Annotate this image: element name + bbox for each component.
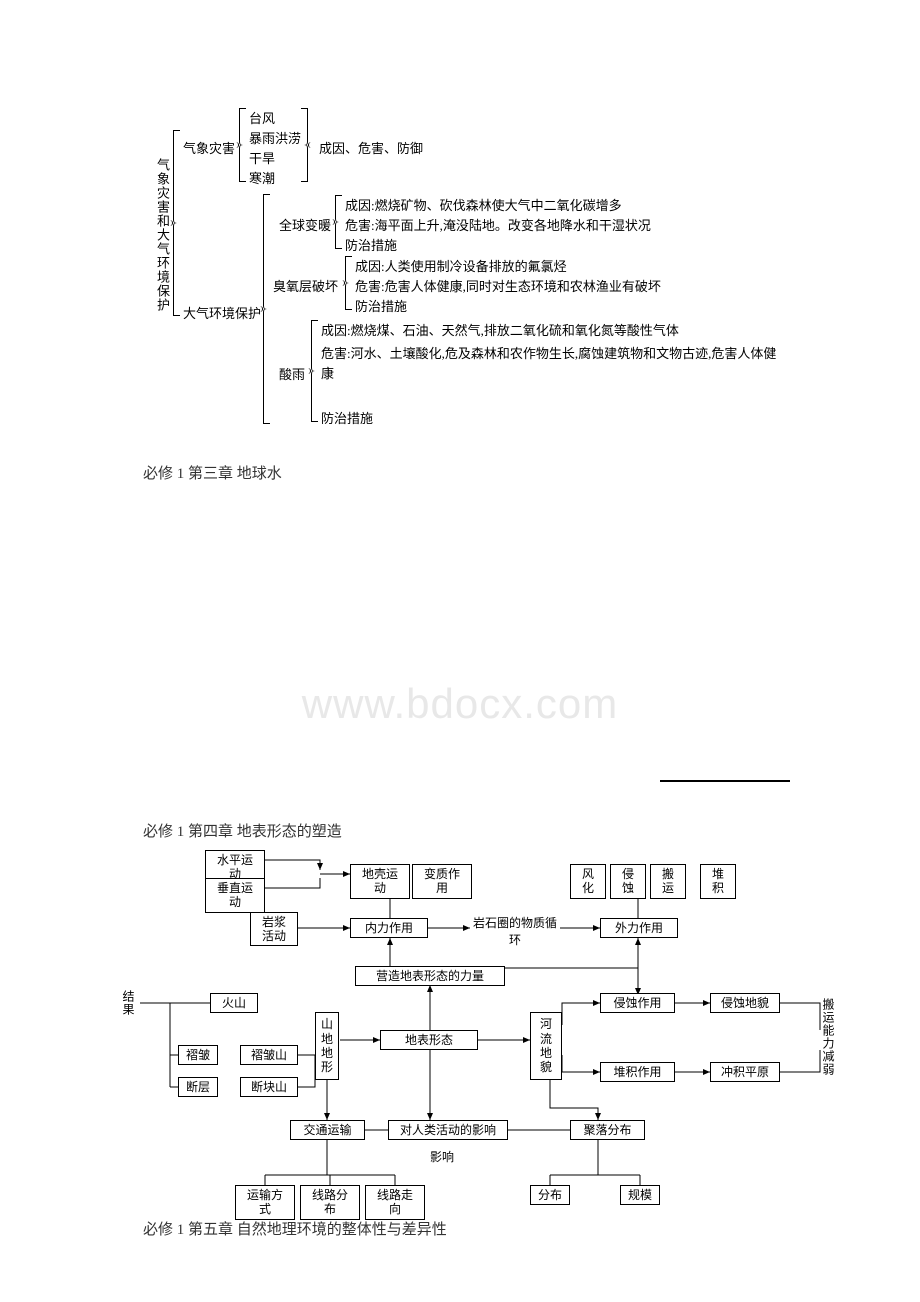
watermark-text: www.bdocx.com	[0, 680, 920, 728]
coldwave-label: 寒潮	[249, 168, 275, 187]
mountain-terrain-box: 山地地形	[315, 1012, 339, 1080]
metamorphism-box: 变质作用	[412, 864, 472, 899]
volcano-box: 火山	[210, 993, 258, 1013]
cause-harm-defense-label: 成因、危害、防御	[319, 138, 423, 157]
warming-harm: 危害:海平面上升,淹没陆地。改变各地降水和干湿状况	[345, 215, 651, 234]
internal-force-box: 内力作用	[350, 918, 428, 938]
fault-mountain-box: 断块山	[240, 1077, 298, 1097]
river-landform-box: 河流地貌	[530, 1012, 562, 1080]
erosion-box: 侵蚀	[610, 864, 646, 899]
flowchart-diagram: 水平运动 垂直运动 地壳运动 变质作用 风化 侵蚀 搬运 堆积 岩浆活动 内力作…	[120, 840, 890, 1210]
acidrain-label: 酸雨	[279, 364, 305, 383]
vertical-movement-box: 垂直运动	[205, 878, 265, 913]
traffic-box: 交通运输	[290, 1120, 365, 1140]
result-label: 结果	[120, 990, 137, 1016]
divider-line	[660, 780, 790, 782]
env-protection-label: 大气环境保护	[183, 303, 261, 322]
crust-movement-box: 地壳运动	[350, 864, 410, 899]
surface-form-box: 地表形态	[380, 1030, 478, 1050]
ozone-harm: 危害:危害人体健康,同时对生态环境和农林渔业有破坏	[355, 276, 661, 295]
transport-mode-box: 运输方式	[235, 1185, 295, 1220]
human-impact-box: 对人类活动的影响	[388, 1120, 508, 1140]
fold-box: 褶皱	[178, 1045, 218, 1065]
acidrain-prevent: 防治措施	[321, 408, 373, 427]
ozone-prevent: 防治措施	[355, 296, 407, 315]
ozone-cause: 成因:人类使用制冷设备排放的氟氯烃	[355, 256, 567, 275]
transport-box: 搬运	[650, 864, 686, 899]
magma-box: 岩浆活动	[250, 912, 298, 946]
erosion-action-box: 侵蚀作用	[600, 993, 675, 1013]
global-warming-label: 全球变暖	[279, 215, 331, 234]
external-force-box: 外力作用	[600, 918, 678, 938]
flood-label: 暴雨洪涝	[249, 128, 301, 147]
fold-mountain-box: 褶皱山	[240, 1045, 298, 1065]
drought-label: 干旱	[249, 148, 275, 167]
meteorological-disaster-label: 气象灾害	[183, 138, 235, 157]
rock-cycle-label: 岩石圈的物质循环	[470, 914, 560, 948]
main-force-box: 营造地表形态的力量	[355, 966, 505, 986]
acidrain-cause: 成因:燃烧煤、石油、天然气,排放二氧化硫和氧化氮等酸性气体	[321, 320, 679, 339]
chapter4-heading: 必修 1 第四章 地表形态的塑造	[143, 820, 342, 841]
distribution-box: 分布	[530, 1185, 570, 1205]
typhoon-label: 台风	[249, 108, 275, 127]
weathering-box: 风化	[570, 864, 606, 899]
chapter5-heading: 必修 1 第五章 自然地理环境的整体性与差异性	[143, 1218, 447, 1239]
main-category-label: 气象灾害和大气环境保护	[153, 158, 172, 312]
scale-box: 规模	[620, 1185, 660, 1205]
line-direction-box: 线路走向	[365, 1185, 425, 1220]
line-distribution-box: 线路分布	[300, 1185, 360, 1220]
acidrain-harm: 危害:河水、土壤酸化,危及森林和农作物生长,腐蚀建筑物和文物古迹,危害人体健康	[321, 344, 781, 383]
chapter3-heading: 必修 1 第三章 地球水	[143, 462, 282, 483]
transport-reduce-label: 搬运能力减弱	[820, 998, 837, 1076]
erosion-landform-box: 侵蚀地貌	[710, 993, 780, 1013]
influence-label: 影响	[430, 1148, 454, 1165]
settlement-box: 聚落分布	[570, 1120, 645, 1140]
deposition-box: 堆积	[700, 864, 736, 899]
ozone-label: 臭氧层破坏	[273, 276, 338, 295]
warming-prevent: 防治措施	[345, 235, 397, 254]
deposit-action-box: 堆积作用	[600, 1062, 675, 1082]
bracket-diagram: 气象灾害和大气环境保护 气象灾害 台风 暴雨洪涝 干旱 寒潮 成因、危害、防御 …	[153, 108, 793, 433]
fault-box: 断层	[178, 1077, 218, 1097]
alluvial-plain-box: 冲积平原	[710, 1062, 780, 1082]
warming-cause: 成因:燃烧矿物、砍伐森林使大气中二氧化碳增多	[345, 195, 622, 214]
